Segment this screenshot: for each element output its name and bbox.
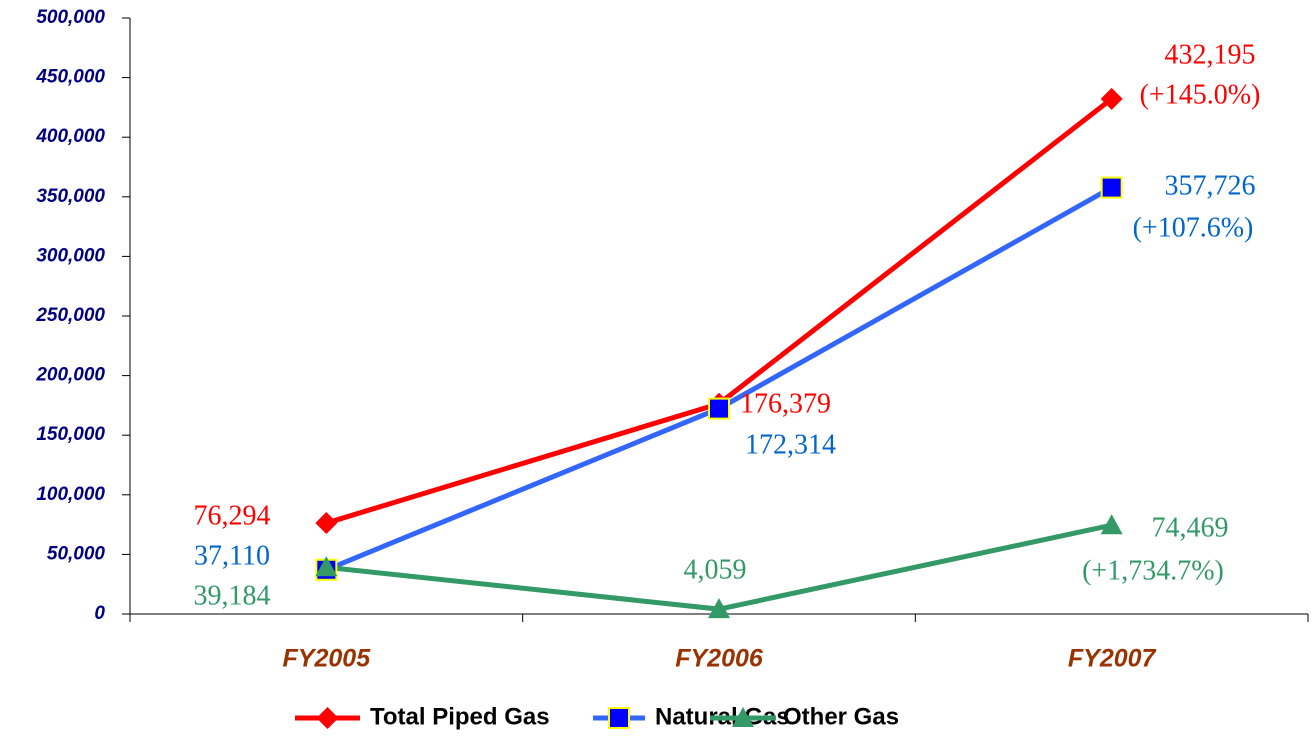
marker (315, 512, 338, 535)
y-tick-label: 300,000 (36, 245, 105, 266)
y-tick-label: 400,000 (35, 126, 105, 147)
legend-label: Other Gas (783, 703, 899, 730)
data-label: 172,314 (745, 429, 836, 460)
marker (708, 397, 730, 420)
y-tick-label: 350,000 (36, 186, 105, 207)
marker (1100, 176, 1123, 199)
marker (1100, 514, 1123, 535)
legend-marker (316, 707, 339, 729)
y-tick-label: 50,000 (47, 543, 106, 564)
y-tick-label: 100,000 (36, 484, 105, 505)
data-label: 37,110 (194, 540, 270, 571)
legend-marker (732, 707, 754, 727)
y-tick-label: 200,000 (35, 365, 105, 386)
legend-label: Total Piped Gas (370, 703, 550, 730)
data-label: 76,294 (194, 500, 271, 531)
annotation: (+1,734.7%) (1082, 555, 1224, 586)
x-tick-label: FY2007 (1068, 645, 1157, 673)
data-label: 432,195 (1165, 39, 1256, 70)
data-label: 176,379 (740, 388, 831, 419)
series-line (325, 185, 1113, 573)
marker (708, 598, 730, 619)
marker (315, 556, 338, 577)
legend-marker (608, 707, 630, 729)
series-line (325, 96, 1114, 526)
y-tick-label: 250,000 (35, 305, 105, 326)
data-label: 39,184 (194, 580, 271, 611)
y-tick-label: 0 (94, 603, 105, 624)
annotation: (+107.6%) (1133, 212, 1254, 243)
y-tick-label: 450,000 (35, 67, 105, 88)
x-tick-label: FY2005 (283, 645, 372, 673)
y-tick-label: 150,000 (36, 424, 105, 445)
marker (1100, 87, 1123, 110)
data-label: 357,726 (1165, 170, 1256, 201)
annotation: (+145.0%) (1140, 79, 1261, 110)
data-label: 4,059 (684, 554, 747, 585)
data-label: 74,469 (1152, 512, 1229, 543)
y-tick-label: 500,000 (36, 7, 105, 28)
x-tick-label: FY2006 (675, 645, 764, 673)
